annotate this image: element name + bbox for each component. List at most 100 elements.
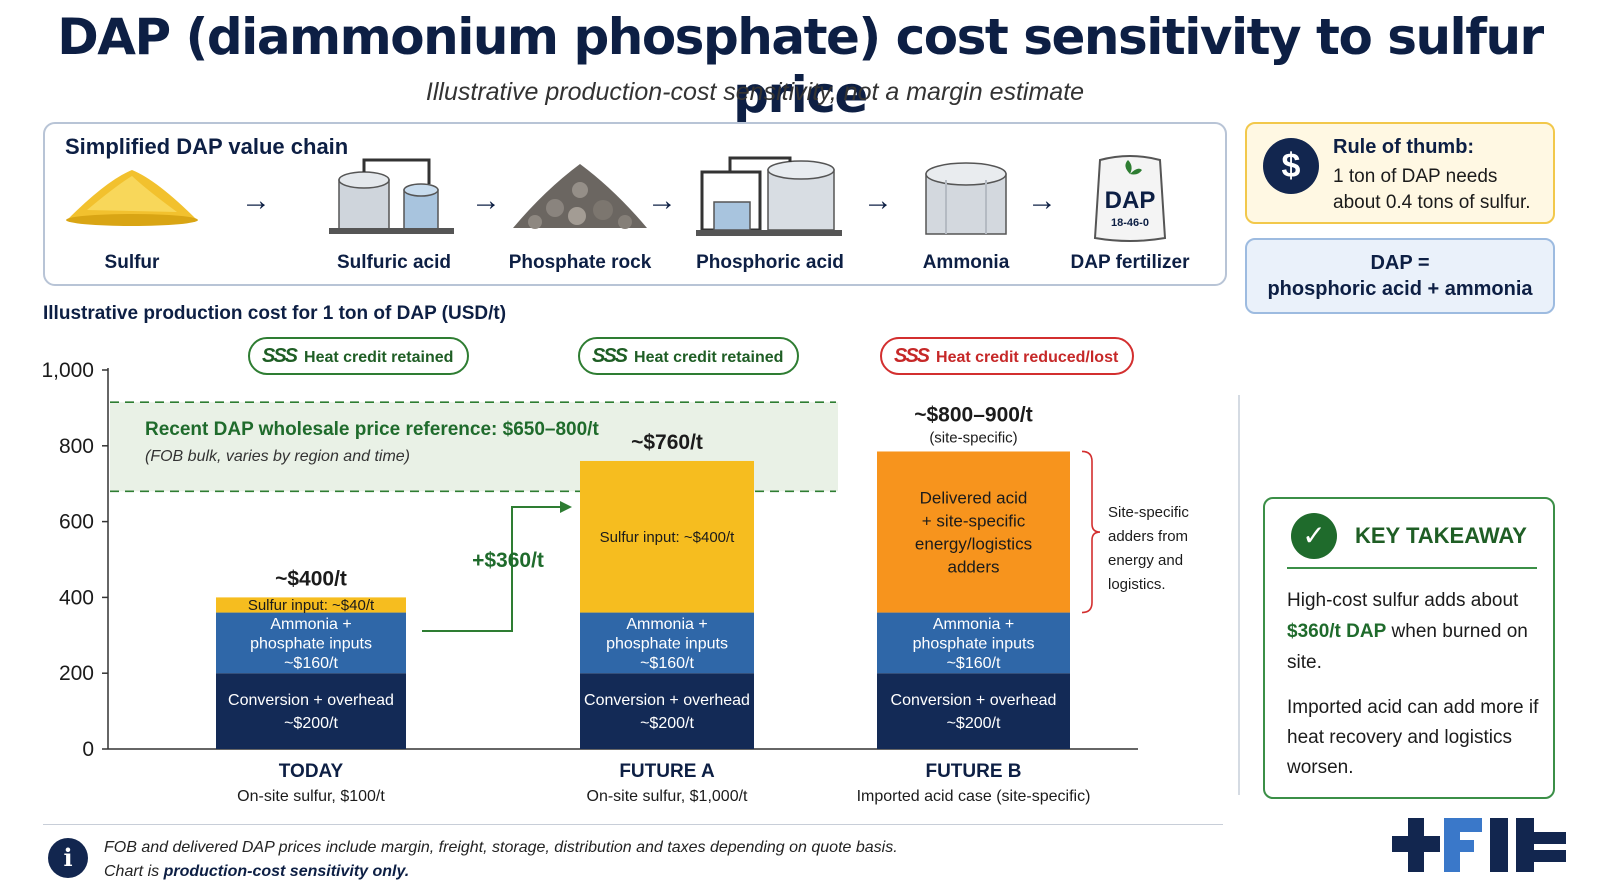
chain-item-sulfuric-acid: Sulfuric acid [309,150,479,280]
segment-label: ~$160/t [947,655,1001,672]
segment-label: energy/logistics [915,534,1032,553]
segment-label: Sulfur input: ~$400/t [600,529,736,546]
chain-item-phosphate-rock: Phosphate rock [495,150,665,280]
y-tick-label: 1,000 [41,359,94,382]
vertical-divider [1238,395,1240,795]
segment-label: adders [948,557,1000,576]
bar-segment [580,612,754,674]
segment-label: Conversion + overhead [228,692,394,709]
chain-item-ammonia: Ammonia [881,150,1051,280]
heat-credit-badge-today: SSS Heat credit retained [248,337,470,375]
arrow-right-icon: → [647,184,677,217]
total-label: ~$400/t [275,567,347,590]
phosphoric-plant-icon [696,156,842,236]
total-note: (site-specific) [929,429,1017,446]
segment-label: phosphate inputs [250,635,372,652]
takeaway-heading: KEY TAKEAWAY [1355,523,1527,548]
formula-line-1: DAP = [1370,252,1430,274]
fertilizer-bag-icon: DAP 18-46-0 [1093,155,1167,242]
segment-label: phosphate inputs [913,635,1035,652]
formula-line-2: phosphoric acid + ammonia [1267,278,1533,300]
value-chain-panel: Simplified DAP value chain Sulfur → Sulf… [43,122,1227,286]
delta-arrow [422,506,560,632]
adders-note-line: logistics. [1108,576,1166,593]
formula-box: DAP = phosphoric acid + ammonia [1245,238,1555,314]
rule-heading: Rule of thumb: [1333,136,1475,158]
category-label: FUTURE B [925,761,1021,782]
page-subtitle: Illustrative production-cost sensitivity… [425,78,1085,106]
segment-label: ~$200/t [947,715,1001,732]
badge-label: Heat credit retained [634,349,784,366]
acid-plant-icon [329,158,454,234]
takeaway-paragraph-2: Imported acid can add more if heat recov… [1287,697,1539,778]
bar-segment [877,451,1070,613]
chain-label: Sulfur [104,252,160,273]
category-label: TODAY [279,761,344,782]
category-sublabel: On-site sulfur, $1,000/t [587,788,749,805]
badge-label: Heat credit retained [304,349,454,366]
dollar-icon: $ [1263,138,1319,194]
footer-divider [43,824,1223,825]
value-chain-title: Simplified DAP value chain [65,134,349,159]
segment-label: Ammonia + [626,616,707,633]
segment-label: Delivered acid [920,488,1028,507]
category-sublabel: Imported acid case (site-specific) [857,788,1091,805]
storage-tank-icon [925,162,1007,235]
bar-segment [216,597,406,613]
heat-waves-icon: SSS [894,345,930,367]
segment-label: ~$200/t [640,715,694,732]
segment-label: Conversion + overhead [891,692,1057,709]
takeaway-divider [1287,567,1537,569]
category-sublabel: On-site sulfur, $100/t [237,788,385,805]
total-label: ~$760/t [631,431,703,454]
total-label: ~$800–900/t [914,403,1033,426]
heat-credit-badge-future-b: SSS Heat credit reduced/lost [880,337,1135,375]
heat-waves-icon: SSS [262,345,298,367]
footer-line-2: Chart is production-cost sensitivity onl… [104,863,410,880]
chain-label: Ammonia [922,252,1010,273]
bar-segment [877,673,1070,749]
delta-label: +$360/t [472,549,544,572]
y-tick-label: 400 [59,586,94,609]
adders-note-line: adders from [1108,528,1188,545]
chain-item-phosphoric-acid: Phosphoric acid [685,150,855,280]
heat-credit-badge-future-a: SSS Heat credit retained [578,337,800,375]
segment-label: phosphate inputs [606,635,728,652]
arrow-right-icon: → [863,184,893,217]
bar-segment [877,612,1070,674]
info-icon: i [48,838,88,878]
bag-text: DAP [1105,187,1156,214]
bag-grade: 18-46-0 [1111,217,1149,229]
checkmark-icon: ✓ [1291,513,1337,559]
chart-title: Illustrative production cost for 1 ton o… [43,303,507,324]
rule-of-thumb-box: $ Rule of thumb: 1 ton of DAP needs abou… [1245,122,1555,224]
segment-label: Conversion + overhead [584,692,750,709]
segment-label: ~$200/t [284,715,338,732]
reference-band-note: (FOB bulk, varies by region and time) [145,448,410,465]
segment-label: ~$160/t [640,655,694,672]
arrow-right-icon: → [241,184,271,217]
brand-logo-icon [1392,818,1566,872]
chain-label: Sulfuric acid [336,252,452,273]
bar-segment [580,673,754,749]
page-title: DAP (diammonium phosphate) cost sensitiv… [57,8,1544,124]
category-label: FUTURE A [619,761,715,782]
chain-label: Phosphate rock [508,252,652,273]
adders-brace [1081,450,1101,614]
segment-label: Sulfur input: ~$40/t [248,597,375,614]
stacked-bar-chart: Recent DAP wholesale price reference: $6… [41,359,1189,805]
adders-note-line: Site-specific [1108,504,1189,521]
bar-segment [216,673,406,749]
chain-label: DAP fertilizer [1070,252,1190,273]
segment-label: + site-specific [922,511,1026,530]
arrow-right-icon: → [1027,184,1057,217]
bar-segment [580,460,754,613]
rock-pile-icon [513,164,647,229]
y-tick-label: 800 [59,435,94,458]
y-tick-label: 200 [59,662,94,685]
badge-label: Heat credit reduced/lost [936,349,1119,366]
arrow-right-icon: → [471,184,501,217]
segment-label: Ammonia + [933,616,1014,633]
segment-label: Ammonia + [270,616,351,633]
chain-item-dap-fertilizer: DAP 18-46-0 DAP fertilizer [1045,150,1215,280]
